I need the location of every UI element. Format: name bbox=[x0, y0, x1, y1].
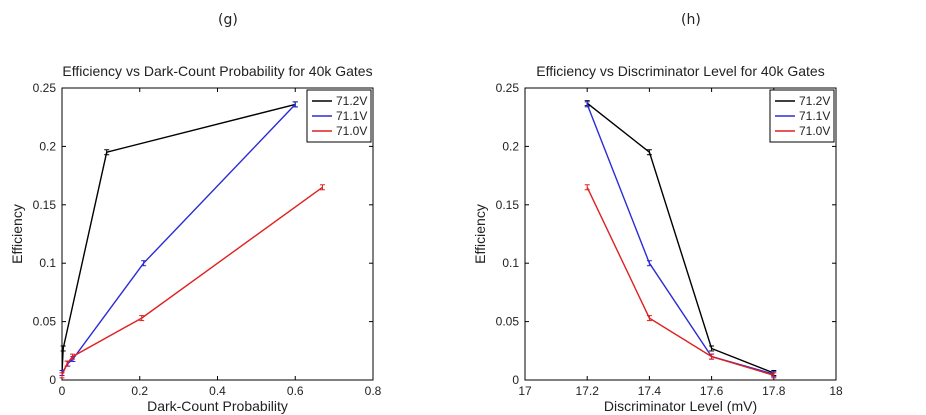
panel-label-g: (g) bbox=[218, 12, 238, 28]
chart2-series-line-71.0V bbox=[586, 186, 775, 376]
chart2-point-71.1V bbox=[646, 260, 652, 267]
chart2-series-line-71.1V bbox=[586, 104, 774, 375]
chart2-point-71.0V bbox=[771, 372, 777, 379]
chart2-yaxis-label: Efficiency bbox=[472, 204, 488, 264]
chart1-point-71.2V bbox=[60, 345, 66, 352]
chart2-ytick-label: 0.2 bbox=[502, 139, 519, 153]
chart1-xaxis-label: Dark-Count Probability bbox=[147, 398, 288, 414]
chart1-yaxis-label: Efficiency bbox=[9, 204, 25, 264]
chart2-ytick-label: 0 bbox=[512, 373, 519, 387]
chart1-ytick-label: 0.1 bbox=[39, 256, 56, 270]
chart1-point-71.2V bbox=[104, 149, 110, 156]
chart1-point-71.1V bbox=[292, 101, 298, 108]
chart2-point-71.0V bbox=[646, 315, 652, 322]
chart2-point-71.2V bbox=[646, 149, 652, 156]
chart2-title: Efficiency vs Discriminator Level for 40… bbox=[536, 63, 824, 79]
chart1-ytick-label: 0.15 bbox=[33, 198, 57, 212]
chart2-legend-label-71.2V: 71.2V bbox=[799, 94, 830, 108]
chart2-xtick-label: 17.8 bbox=[762, 384, 786, 398]
chart1-ytick-label: 0.05 bbox=[33, 315, 57, 329]
chart1-point-71.0V bbox=[319, 184, 325, 191]
chart1-ytick-label: 0.2 bbox=[39, 139, 56, 153]
chart2-legend-box bbox=[769, 89, 835, 143]
chart-efficiency-vs-discriminator: Efficiency vs Discriminator Level for 40… bbox=[472, 63, 843, 414]
chart2-xtick-label: 17.4 bbox=[638, 384, 662, 398]
chart2-ytick-label: 0.25 bbox=[496, 81, 520, 95]
chart1-point-71.0V bbox=[59, 372, 65, 379]
chart1-xtick-label: 0 bbox=[59, 384, 66, 398]
chart1-legend-label-71.0V: 71.0V bbox=[336, 124, 367, 138]
chart1-legend-label-71.1V: 71.1V bbox=[336, 109, 367, 123]
chart1-series-line-71.1V bbox=[61, 103, 296, 374]
chart2-point-71.2V bbox=[709, 345, 715, 352]
chart2-xtick-label: 18 bbox=[829, 384, 843, 398]
chart1-point-71.0V bbox=[64, 360, 70, 367]
chart2-legend-label-71.1V: 71.1V bbox=[799, 109, 830, 123]
chart2-xaxis-label: Discriminator Level (mV) bbox=[604, 398, 757, 414]
chart1-xtick-label: 0.4 bbox=[209, 384, 226, 398]
chart1-xtick-label: 0.2 bbox=[131, 384, 148, 398]
chart1-point-71.0V bbox=[69, 353, 75, 360]
chart2-point-71.0V bbox=[709, 353, 715, 360]
chart2-point-71.0V bbox=[584, 184, 590, 191]
chart1-xtick-label: 0.6 bbox=[287, 384, 304, 398]
chart2-plot-frame bbox=[524, 87, 837, 381]
chart2-xtick-label: 17.6 bbox=[700, 384, 724, 398]
chart2-xtick-label: 17 bbox=[518, 384, 532, 398]
chart1-ytick-label: 0.25 bbox=[33, 81, 57, 95]
chart2-ytick-label: 0.15 bbox=[496, 198, 520, 212]
chart1-xtick-label: 0.8 bbox=[365, 384, 382, 398]
chart1-point-71.0V bbox=[139, 315, 145, 322]
chart2-xtick-label: 17.2 bbox=[576, 384, 600, 398]
chart1-legend-label-71.2V: 71.2V bbox=[336, 94, 367, 108]
chart1-series-line-71.2V bbox=[61, 103, 296, 374]
chart2-legend-label-71.0V: 71.0V bbox=[799, 124, 830, 138]
chart1-series-line-71.0V bbox=[61, 186, 323, 376]
chart-efficiency-vs-dark-count: Efficiency vs Dark-Count Probability for… bbox=[9, 63, 382, 414]
chart1-ytick-label: 0 bbox=[49, 373, 56, 387]
panel-label-h: (h) bbox=[681, 12, 701, 28]
chart2-series-line-71.2V bbox=[586, 102, 775, 374]
chart2-point-71.1V bbox=[584, 101, 590, 108]
chart1-title: Efficiency vs Dark-Count Probability for… bbox=[62, 63, 372, 79]
chart2-ytick-label: 0.05 bbox=[496, 315, 520, 329]
chart1-point-71.1V bbox=[141, 260, 147, 267]
chart2-ytick-label: 0.1 bbox=[502, 256, 519, 270]
